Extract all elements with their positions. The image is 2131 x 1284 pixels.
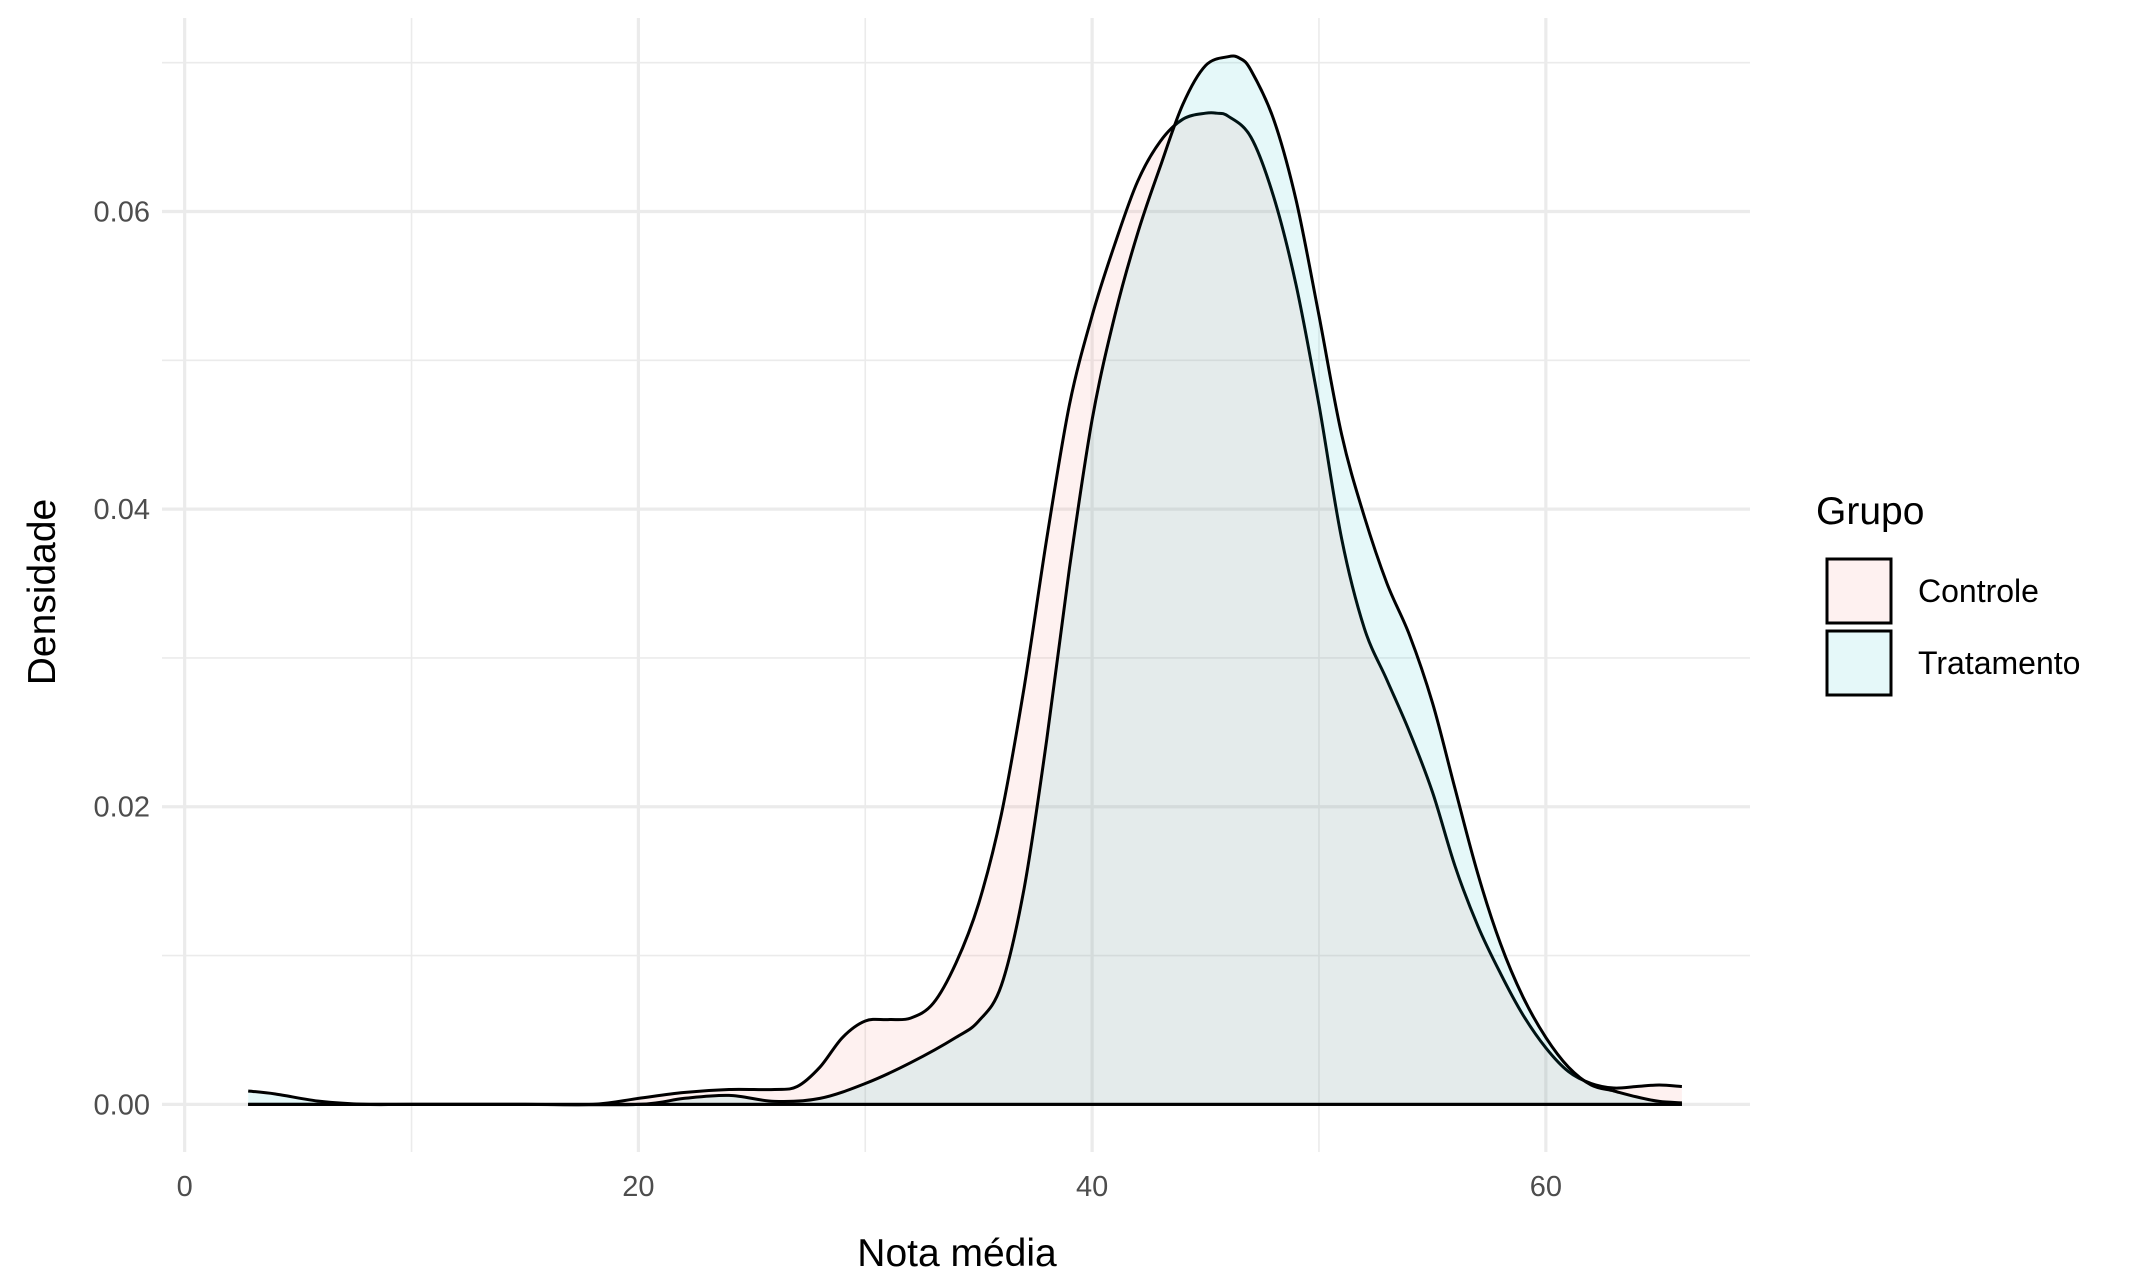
legend-swatch-tratamento [1825,629,1893,697]
legend-title: Grupo [1816,490,1924,533]
y-tick-label: 0.02 [94,792,150,824]
legend-label-tratamento: Tratamento [1918,645,2080,681]
y-axis-title: Densidade [21,499,64,685]
density-fill-controle [248,112,1682,1105]
density-line-tratamento [248,54,1683,1107]
density-line-controle [248,111,1682,1107]
x-tick-label: 60 [1530,1171,1562,1203]
y-axis-ticks: 0.00 0.02 0.04 0.06 [94,196,150,1121]
y-tick-label: 0.00 [94,1089,150,1121]
legend-label-controle: Controle [1918,573,2039,609]
x-tick-label: 20 [622,1171,654,1203]
legend: Grupo Controle Tratamento [1816,490,2080,697]
x-axis-ticks: 0 20 40 60 [177,1171,1562,1203]
minor-gridlines [162,18,1750,1152]
legend-items: Controle Tratamento [1825,557,2080,697]
y-tick-label: 0.04 [94,494,150,526]
density-fill-tratamento [248,56,1682,1105]
legend-key-background-controle [1827,559,1891,623]
legend-key-background-tratamento [1827,631,1891,695]
x-tick-label: 0 [177,1171,193,1203]
y-tick-label: 0.06 [94,196,150,228]
legend-swatch-controle [1825,557,1893,625]
x-tick-label: 40 [1076,1171,1108,1203]
x-axis-title: Nota média [857,1232,1057,1275]
density-areas [248,54,1683,1107]
